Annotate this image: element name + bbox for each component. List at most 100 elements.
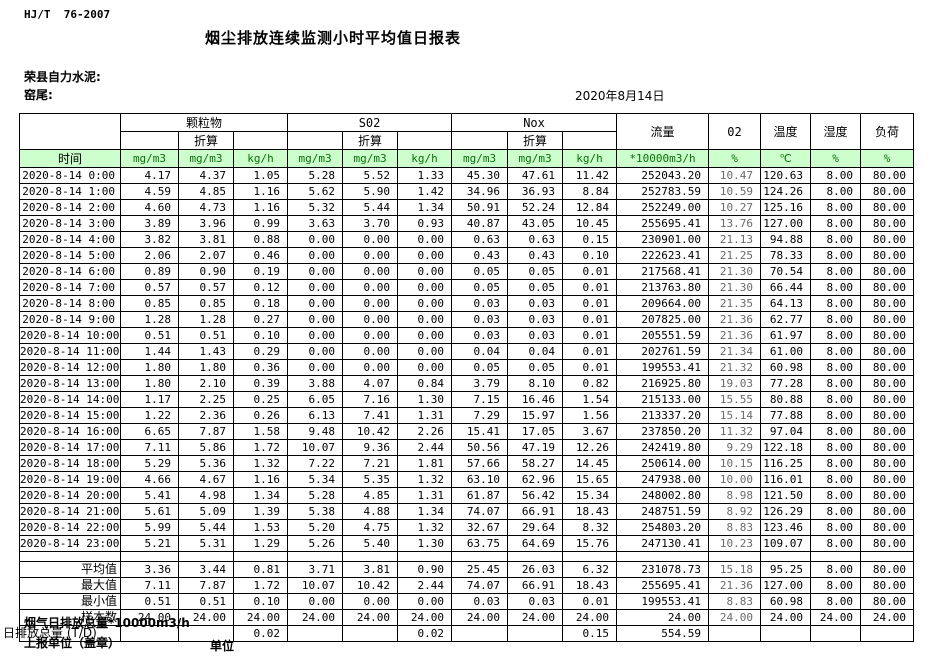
- value-cell: 74.07: [451, 503, 509, 520]
- value-cell: 252249.00: [616, 199, 710, 216]
- value-cell: 10.42: [342, 577, 399, 594]
- value-cell: 126.29: [760, 503, 812, 520]
- value-cell: 80.00: [860, 391, 915, 408]
- time-cell: 2020-8-14 7:00: [19, 279, 121, 296]
- value-cell: 4.67: [178, 471, 234, 488]
- value-cell: 5.32: [287, 199, 344, 216]
- value-cell: 0.84: [397, 375, 453, 392]
- value-cell: 0.00: [287, 295, 344, 312]
- value-cell: 1.17: [120, 391, 179, 408]
- value-cell: 8.84: [562, 183, 618, 200]
- table-body: 2020-8-14 0:00 4.17 4.37 1.05 5.28 5.52 1.33 45…: [3, 167, 915, 642]
- value-cell: 80.00: [860, 295, 915, 312]
- time-cell: 2020-8-14 18:00: [19, 455, 121, 472]
- value-cell: 21.34: [708, 343, 762, 360]
- value-cell: 0.10: [232, 593, 289, 610]
- value-cell: 8.00: [810, 359, 862, 376]
- value-cell: 7.16: [342, 391, 399, 408]
- value-cell: 0.00: [397, 247, 453, 264]
- unit-header: %: [708, 149, 762, 168]
- empty-cell: [120, 551, 179, 562]
- value-cell: 254803.20: [616, 519, 710, 536]
- value-cell: 0.00: [287, 343, 344, 360]
- value-cell: 1.44: [120, 343, 179, 360]
- value-cell: 116.01: [760, 471, 812, 488]
- value-cell: 237850.20: [616, 423, 710, 440]
- value-cell: 0.05: [507, 359, 564, 376]
- value-cell: 122.18: [760, 439, 812, 456]
- table-row: 2020-8-14 10:00 0.51 0.51 0.10 0.00 0.00 0.00 0…: [19, 327, 915, 344]
- value-cell: 5.28: [287, 487, 344, 504]
- value-cell: 554.59: [616, 625, 710, 642]
- value-cell: 15.55: [708, 391, 762, 408]
- value-cell: 5.28: [287, 167, 344, 184]
- table-row: 2020-8-14 23:00 5.21 5.31 1.29 5.26 5.40 1.30 6…: [19, 535, 915, 552]
- time-cell: 2020-8-14 4:00: [19, 231, 121, 248]
- value-cell: 8.00: [810, 295, 862, 312]
- value-cell: 1.42: [397, 183, 453, 200]
- value-cell: 1.34: [397, 503, 453, 520]
- value-cell: 52.24: [507, 199, 564, 216]
- value-cell: 17.05: [507, 423, 564, 440]
- value-cell: 0.51: [120, 327, 179, 344]
- time-cell: 2020-8-14 13:00: [19, 375, 121, 392]
- value-cell: 0.00: [342, 263, 399, 280]
- table-row: 2020-8-14 6:00 0.89 0.90 0.19 0.00 0.00 0.00 0.…: [19, 263, 915, 280]
- group-particulate-header: 颗粒物: [119, 113, 289, 132]
- value-cell: 0.00: [342, 593, 399, 610]
- value-cell: 10.07: [287, 439, 344, 456]
- value-cell: 32.67: [451, 519, 509, 536]
- value-cell: 5.38: [287, 503, 344, 520]
- value-cell: 8.00: [810, 327, 862, 344]
- value-cell: 1.29: [232, 535, 289, 552]
- value-cell: 5.35: [342, 471, 399, 488]
- value-cell: 24.00: [232, 609, 289, 626]
- table-row: 2020-8-14 19:00 4.66 4.67 1.16 5.34 5.35 1.32 6…: [19, 471, 915, 488]
- value-cell: 0.04: [451, 343, 509, 360]
- value-cell: 63.10: [451, 471, 509, 488]
- table-row: 2020-8-14 7:00 0.57 0.57 0.12 0.00 0.00 0.00 0.…: [19, 279, 915, 296]
- value-cell: 45.30: [451, 167, 509, 184]
- value-cell: 1.30: [397, 391, 453, 408]
- standard-label: HJ/T 76-2007: [24, 8, 111, 21]
- value-cell: 3.71: [287, 561, 344, 578]
- value-cell: 7.15: [451, 391, 509, 408]
- value-cell: 80.88: [760, 391, 812, 408]
- value-cell: 5.31: [178, 535, 234, 552]
- value-cell: 15.14: [708, 407, 762, 424]
- value-cell: 12.84: [562, 199, 618, 216]
- value-cell: 209664.00: [616, 295, 710, 312]
- table-row: 2020-8-14 15:00 1.22 2.36 0.26 6.13 7.41 1.31 7…: [19, 407, 915, 424]
- value-cell: 8.00: [810, 519, 862, 536]
- value-cell: 116.25: [760, 455, 812, 472]
- value-cell: 8.00: [810, 391, 862, 408]
- value-cell: 0.26: [232, 407, 289, 424]
- value-cell: 0.00: [342, 359, 399, 376]
- time-cell: 2020-8-14 16:00: [19, 423, 121, 440]
- value-cell: 0.03: [451, 311, 509, 328]
- summary-row: 平均值 3.36 3.44 0.81 3.71 3.81 0.90 25.45 26.03 6.3…: [19, 561, 915, 578]
- value-cell: 0.29: [232, 343, 289, 360]
- time-cell: 2020-8-14 12:00: [19, 359, 121, 376]
- load-header: 负荷: [860, 113, 915, 150]
- value-cell: 248002.80: [616, 487, 710, 504]
- value-cell: 0.03: [451, 327, 509, 344]
- value-cell: 1.05: [232, 167, 289, 184]
- value-cell: 0.81: [232, 561, 289, 578]
- value-cell: 80.00: [860, 183, 915, 200]
- value-cell: 1.39: [232, 503, 289, 520]
- table-row: 2020-8-14 9:00 1.28 1.28 0.27 0.00 0.00 0.00 0.…: [19, 311, 915, 328]
- value-cell: 6.13: [287, 407, 344, 424]
- value-cell: 0.43: [507, 247, 564, 264]
- value-cell: 4.75: [342, 519, 399, 536]
- empty-cell: [760, 551, 812, 562]
- time-cell: 2020-8-14 0:00: [19, 167, 121, 184]
- value-cell: 8.83: [708, 593, 762, 610]
- value-cell: 4.66: [120, 471, 179, 488]
- value-cell: 252043.20: [616, 167, 710, 184]
- group-nox-header: Nox: [451, 113, 618, 132]
- value-cell: 1.34: [397, 199, 453, 216]
- value-cell: 2.10: [178, 375, 234, 392]
- value-cell: 80.00: [860, 487, 915, 504]
- value-cell: 4.37: [178, 167, 234, 184]
